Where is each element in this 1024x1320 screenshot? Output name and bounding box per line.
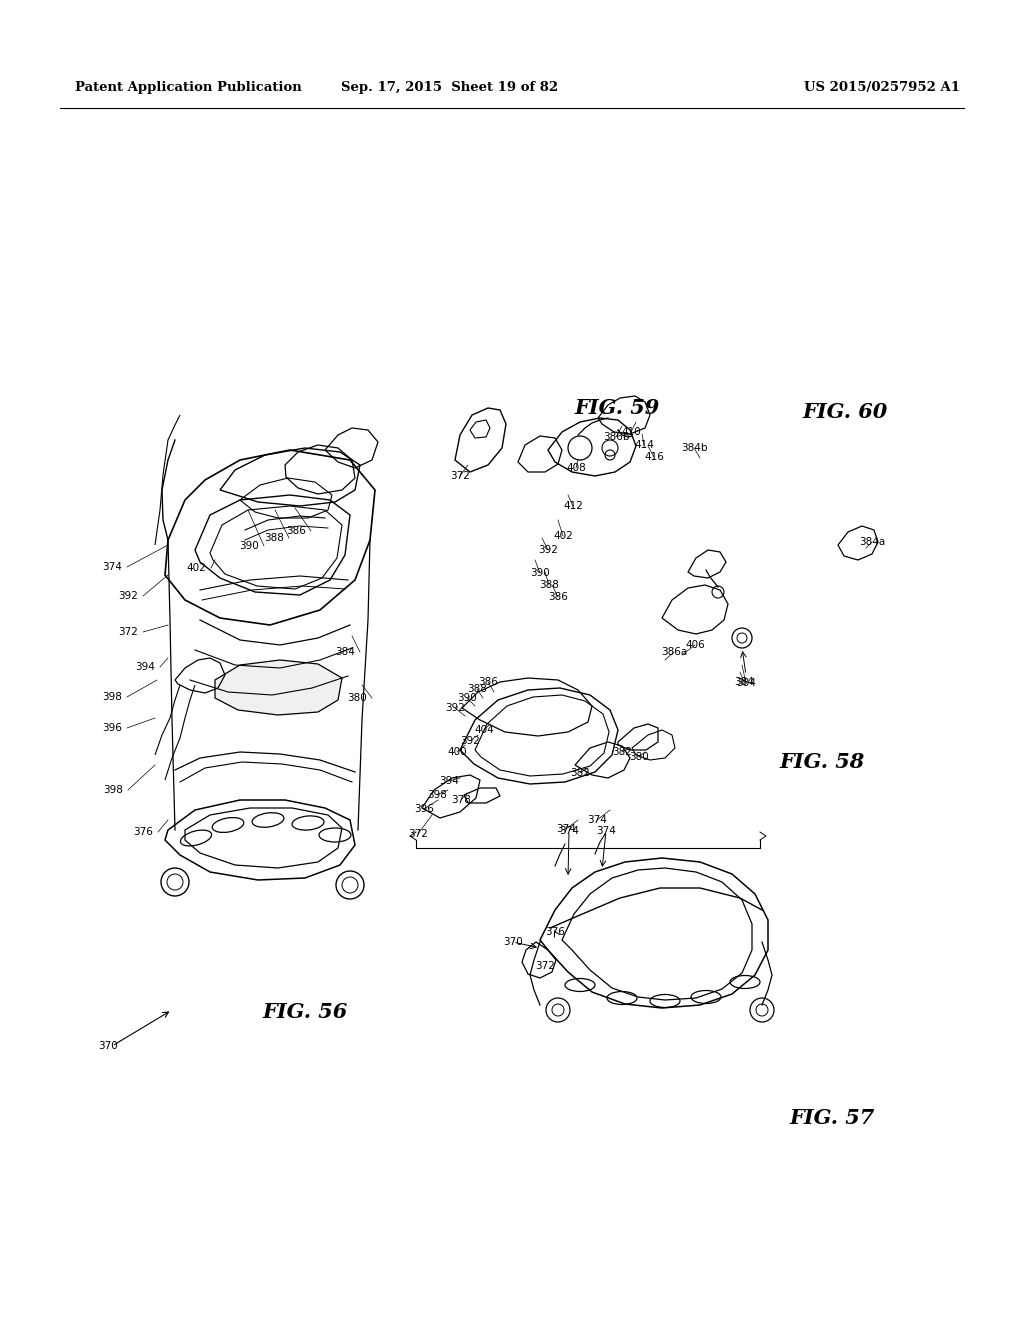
Text: 384: 384: [335, 647, 355, 657]
Text: 412: 412: [563, 502, 583, 511]
Text: 394: 394: [439, 776, 459, 785]
Text: FIG. 60: FIG. 60: [803, 403, 888, 422]
Text: 406: 406: [685, 640, 705, 649]
Polygon shape: [215, 660, 342, 715]
Text: 392: 392: [460, 737, 480, 746]
Text: 414: 414: [634, 440, 654, 450]
Text: 380: 380: [347, 693, 367, 704]
Text: 374: 374: [559, 826, 579, 836]
Text: 390: 390: [530, 568, 550, 578]
Text: Sep. 17, 2015  Sheet 19 of 82: Sep. 17, 2015 Sheet 19 of 82: [341, 82, 558, 95]
Text: 372: 372: [536, 961, 555, 972]
Text: 390: 390: [457, 693, 477, 704]
Text: Patent Application Publication: Patent Application Publication: [75, 82, 302, 95]
Text: 378: 378: [451, 795, 471, 805]
Text: 388: 388: [264, 533, 284, 543]
Text: 386b: 386b: [603, 432, 630, 442]
Text: FIG. 59: FIG. 59: [574, 399, 659, 418]
Text: 376: 376: [545, 927, 565, 937]
Text: 372: 372: [408, 829, 428, 840]
Text: 386: 386: [478, 677, 498, 686]
Text: 384: 384: [736, 678, 756, 688]
Text: 392: 392: [445, 704, 465, 713]
Text: 374: 374: [596, 826, 616, 836]
Text: 380: 380: [629, 752, 649, 762]
Text: 386: 386: [548, 591, 568, 602]
Text: 374: 374: [102, 562, 122, 572]
Text: 382: 382: [612, 747, 632, 756]
Text: 386: 386: [286, 525, 306, 536]
Text: 370: 370: [503, 937, 523, 946]
Text: FIG. 56: FIG. 56: [262, 1002, 347, 1022]
Text: 388: 388: [467, 684, 487, 694]
Text: 372: 372: [118, 627, 138, 638]
Text: 396: 396: [102, 723, 122, 733]
Text: 416: 416: [644, 451, 664, 462]
Text: 370: 370: [98, 1041, 118, 1051]
Text: 400: 400: [447, 747, 467, 756]
Text: 394: 394: [135, 663, 155, 672]
Text: 408: 408: [566, 463, 586, 473]
Text: 402: 402: [553, 531, 572, 541]
Text: 384a: 384a: [859, 537, 885, 546]
Text: 372: 372: [451, 471, 470, 480]
Text: 398: 398: [427, 789, 446, 800]
Text: US 2015/0257952 A1: US 2015/0257952 A1: [804, 82, 961, 95]
Text: 376: 376: [133, 828, 153, 837]
Text: 384b: 384b: [681, 444, 708, 453]
Text: 374: 374: [587, 814, 607, 825]
Text: 392: 392: [118, 591, 138, 601]
Text: 374: 374: [556, 824, 575, 834]
Text: 388: 388: [539, 579, 559, 590]
Text: 398: 398: [102, 692, 122, 702]
Text: 384: 384: [734, 677, 754, 686]
Text: 410: 410: [622, 426, 641, 437]
Text: 392: 392: [538, 545, 558, 554]
Text: 396: 396: [414, 804, 434, 814]
Text: 398: 398: [103, 785, 123, 795]
Text: 382: 382: [570, 768, 590, 777]
Text: 386a: 386a: [660, 647, 687, 657]
Text: FIG. 58: FIG. 58: [779, 752, 864, 772]
Text: 390: 390: [240, 541, 259, 550]
Text: 402: 402: [186, 564, 206, 573]
Text: FIG. 57: FIG. 57: [790, 1107, 874, 1129]
Text: 404: 404: [474, 725, 494, 735]
